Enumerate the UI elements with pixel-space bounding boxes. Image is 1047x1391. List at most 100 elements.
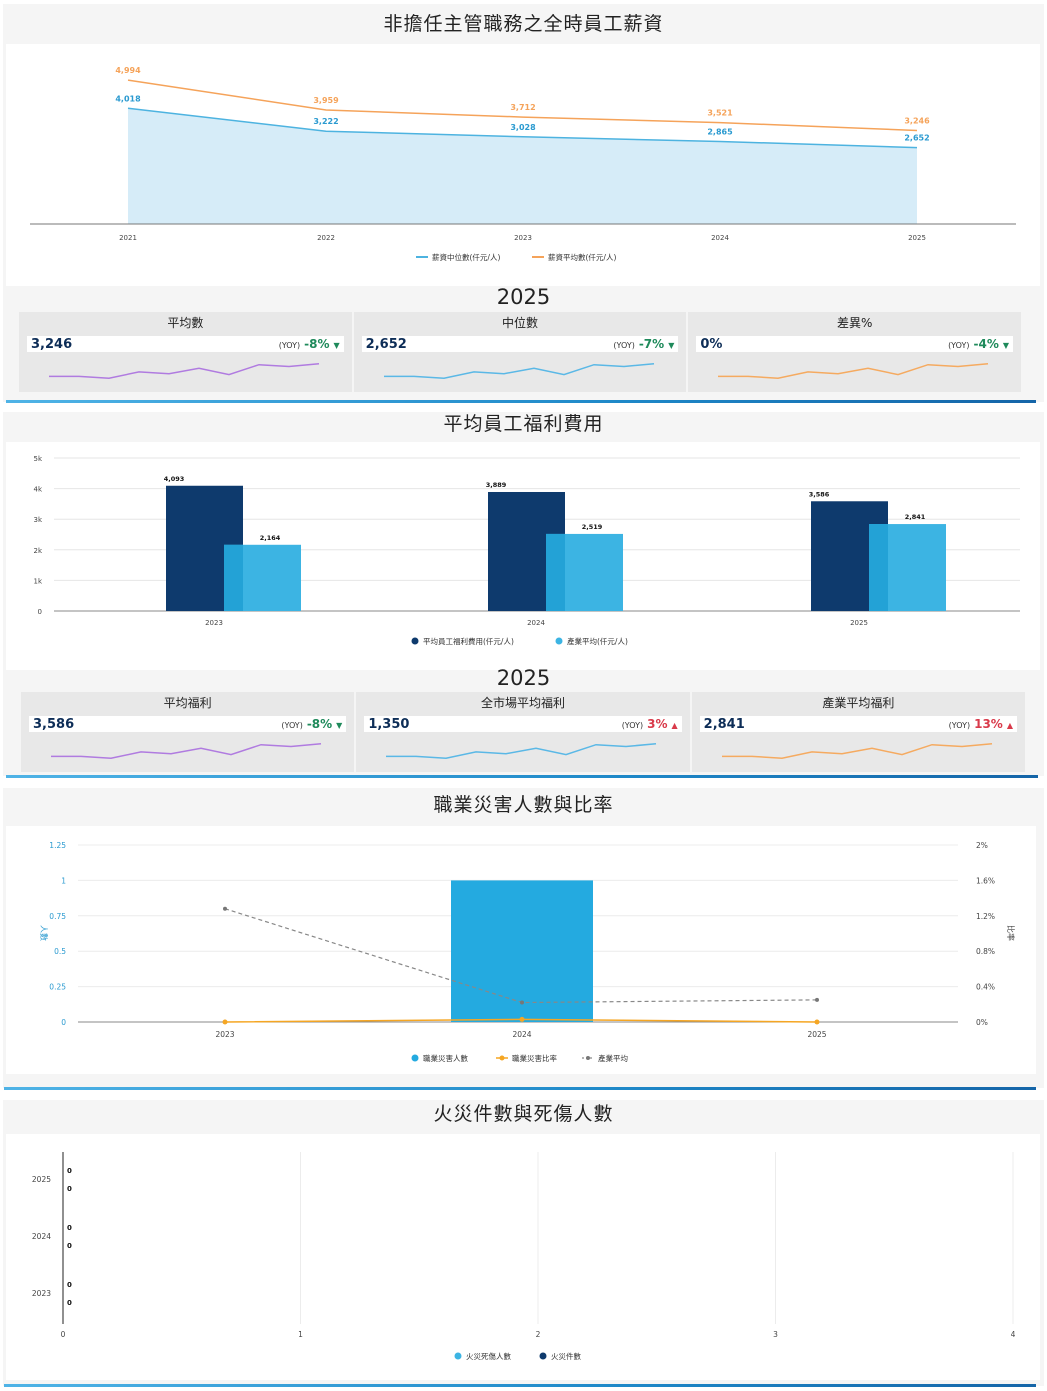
kpi-value-bar: 2,652 (YOY) -7% ▼ [361, 336, 679, 352]
yoy-arrow-icon: ▲ [671, 721, 678, 730]
kpi-card: 產業平均福利 2,841 (YOY) 13% ▲ [691, 692, 1025, 772]
bar-data-label: 0 [67, 1242, 72, 1250]
kpi-value-bar: 2,841 (YOY) 13% ▲ [699, 716, 1017, 732]
y-tick-label: 2025 [32, 1175, 51, 1184]
yoy-value: 3% [647, 717, 668, 731]
bar-data-label: 3,586 [809, 490, 830, 498]
fire-chart: 0 1 2 3 4 2025 0 0 2024 0 0 2023 0 0 火災死傷人數 火災件數 [32, 1152, 1016, 1361]
sparkline-path [386, 743, 657, 759]
kpi-card: 平均數 3,246 (YOY) -8% ▼ [19, 312, 352, 392]
kpi-sparkline [383, 363, 654, 379]
yoy-arrow-icon: ▼ [1002, 341, 1010, 350]
y-tick-label: 0.5 [54, 947, 66, 956]
industry-avg-point [223, 906, 227, 911]
mean-data-label: 4,994 [115, 66, 141, 75]
mean-data-label: 3,959 [313, 96, 339, 105]
kpi-yoy: (YOY) -8% ▼ [281, 717, 342, 731]
median-data-label: 3,028 [510, 123, 536, 132]
welfare-title: 平均員工福利費用 [443, 413, 604, 435]
y2-tick-label: 0% [976, 1018, 988, 1027]
kpi-sparkline [718, 363, 989, 379]
legend-rate-dot [499, 1055, 505, 1061]
kpi-yoy: (YOY) -4% ▼ [948, 337, 1009, 351]
x-tick-label: 2024 [512, 1030, 531, 1039]
kpi-value-bar: 3,246 (YOY) -8% ▼ [27, 336, 344, 352]
bar-industry-avg-shade [869, 524, 888, 611]
yoy-arrow-icon: ▼ [336, 721, 343, 730]
bar-data-label: 2,519 [582, 523, 603, 531]
kpi-yoy: (YOY) -7% ▼ [613, 337, 674, 351]
bar-data-label: 0 [67, 1224, 72, 1232]
x-tick-label: 2021 [119, 234, 137, 242]
x-tick-label: 1 [298, 1330, 303, 1339]
yoy-arrow-icon: ▼ [333, 341, 340, 350]
kpi-title: 全市場平均福利 [480, 696, 565, 710]
yoy-value: -4% [973, 337, 999, 351]
median-data-label: 3,222 [313, 117, 338, 126]
y-tick-label: 3k [33, 516, 42, 524]
bar-data-label: 2,164 [260, 534, 281, 542]
legend-industry-swatch [555, 637, 563, 645]
yoy-tag: (YOY) [948, 721, 971, 730]
bar-data-label: 0 [67, 1299, 72, 1307]
y2-tick-label: 1.2% [976, 912, 995, 921]
yoy-tag: (YOY) [278, 341, 301, 350]
y-tick-label: 4k [33, 486, 42, 494]
kpi-value-bar: 0% (YOY) -4% ▼ [696, 336, 1014, 352]
median-series-line [127, 107, 918, 149]
accident-rate-point [814, 1019, 820, 1025]
y2-tick-label: 0.4% [976, 983, 995, 992]
x-tick-label: 4 [1011, 1330, 1016, 1339]
welfare-kpi-row: 平均福利 3,586 (YOY) -8% ▼ 全市場平均福利 1,350 (YOY) 3% ▲ 產業… [21, 692, 1025, 772]
yoy-tag: (YOY) [613, 341, 635, 350]
bar-data-label: 0 [67, 1281, 72, 1289]
welfare-chart-area: 0 1k 2k 3k 4k 5k 4,093 2,164 2023 3,889 2,519 2024 3… [6, 442, 1040, 670]
kpi-yoy: (YOY) 3% ▲ [622, 717, 678, 731]
yoy-value: -7% [638, 337, 665, 351]
industry-avg-point [815, 997, 819, 1002]
kpi-value: 1,350 [368, 716, 410, 732]
bar-data-label: 4,093 [164, 475, 185, 483]
industry-avg-point [520, 1000, 524, 1005]
kpi-card: 中位數 2,652 (YOY) -7% ▼ [353, 312, 687, 392]
y2-tick-label: 1.6% [976, 876, 995, 885]
y-tick-label: 0.75 [49, 912, 66, 921]
accident-chart: 0 0% 0.25 0.4% 0.5 0.8% 0.75 1.2% 1 1.6% 1.25 2% 人數 比… [39, 841, 1016, 1063]
welfare-year-heading: 2025 [496, 666, 551, 690]
bar-data-label: 0 [67, 1167, 72, 1175]
legend-fire-casualty-swatch [454, 1352, 462, 1360]
yoy-value: -8% [306, 717, 333, 731]
y-tick-label: 5k [33, 455, 42, 463]
bar-industry-avg-shade [224, 544, 243, 611]
x-tick-label: 2023 [215, 1030, 234, 1039]
yoy-arrow-icon: ▼ [668, 341, 675, 350]
y-tick-label: 2024 [32, 1232, 51, 1241]
sparkline-path [721, 743, 992, 759]
mean-data-label: 3,521 [707, 109, 733, 118]
accident-divider [4, 1087, 1036, 1090]
accident-rate-point [519, 1016, 525, 1022]
yoy-tag: (YOY) [281, 721, 303, 730]
y2-tick-label: 0.8% [976, 947, 995, 956]
kpi-card: 平均福利 3,586 (YOY) -8% ▼ [21, 692, 355, 772]
accident-chart-area: 0 0% 0.25 0.4% 0.5 0.8% 0.75 1.2% 1 1.6% 1.25 2% 人數 比… [6, 826, 1036, 1074]
x-tick-label: 2024 [711, 234, 729, 242]
bar-data-label: 2,841 [905, 513, 926, 521]
kpi-yoy: (YOY) -8% ▼ [279, 337, 340, 351]
bar-data-label: 3,889 [486, 481, 507, 489]
kpi-value-bar: 1,350 (YOY) 3% ▲ [364, 716, 682, 732]
bar-data-label: 0 [67, 1185, 72, 1193]
sparkline-path [383, 363, 654, 379]
legend-mean-label: 薪資平均數(仟元/人) [548, 252, 616, 262]
legend-avg-welfare-swatch [411, 637, 419, 645]
accident-rate-point [222, 1019, 228, 1025]
fire-title: 火災件數與死傷人數 [433, 1103, 614, 1125]
legend-industry-label: 產業平均 [598, 1053, 628, 1063]
kpi-value: 0% [700, 336, 723, 352]
y-tick-label: 0.25 [49, 983, 66, 992]
kpi-card: 全市場平均福利 1,350 (YOY) 3% ▲ [356, 692, 690, 772]
legend-rate-label: 職業災害比率 [512, 1053, 557, 1063]
y-tick-label: 1.25 [49, 841, 66, 850]
salary-panel: 非擔任主管職務之全時員工薪資 4,994 4,018 2021 3,959 3,222 2… [3, 4, 1044, 402]
bar-industry-avg-shade [546, 533, 565, 611]
